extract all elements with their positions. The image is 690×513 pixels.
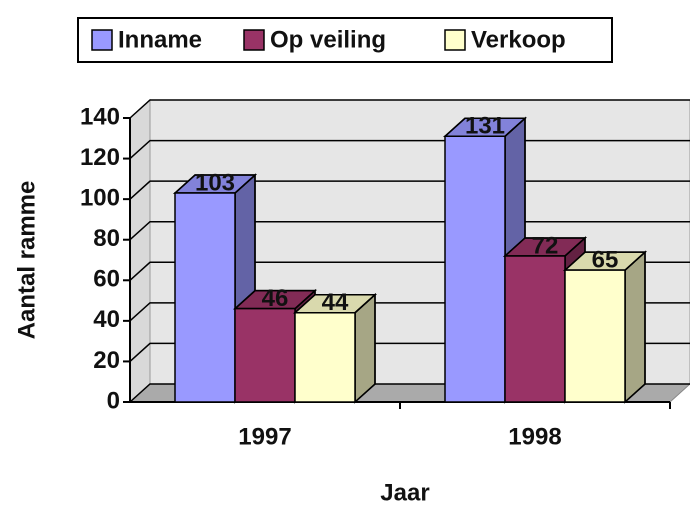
y-tick-label: 100: [80, 184, 120, 211]
y-tick-label: 80: [93, 225, 120, 252]
y-axis-label: Aantal ramme: [13, 181, 40, 340]
bar-front: [234, 307, 296, 403]
data-label: 44: [322, 289, 349, 316]
legend-label: Verkoop: [471, 26, 566, 53]
bar-side-shade: [624, 250, 646, 404]
data-label: 65: [592, 246, 619, 273]
data-label: 46: [262, 285, 289, 312]
bar: [293, 293, 377, 404]
x-axis-label: Jaar: [380, 479, 429, 506]
y-tick-label: 140: [80, 103, 120, 130]
legend-box: [77, 17, 613, 63]
bar: [563, 250, 647, 404]
legend-swatch: [91, 29, 113, 51]
grid-line: [129, 99, 690, 119]
bar-front: [174, 192, 236, 403]
data-label: 131: [465, 113, 505, 140]
side-wall: [129, 98, 151, 404]
legend-label: Inname: [118, 26, 202, 53]
y-tick-label: 20: [93, 347, 120, 374]
data-label: 72: [532, 232, 559, 259]
y-tick-label: 40: [93, 306, 120, 333]
x-tick-label: 1997: [238, 423, 291, 450]
x-tick-label: 1998: [508, 423, 561, 450]
y-tick-label: 0: [107, 387, 120, 414]
legend-label: Op veiling: [270, 26, 386, 53]
legend-swatch: [243, 29, 265, 51]
bar-front: [444, 135, 506, 403]
y-tick-label: 60: [93, 266, 120, 293]
bar-front: [564, 269, 626, 403]
bar-front: [504, 255, 566, 403]
data-label: 103: [195, 169, 235, 196]
y-tick-label: 120: [80, 144, 120, 171]
legend-swatch: [444, 29, 466, 51]
bar-front: [294, 311, 356, 403]
